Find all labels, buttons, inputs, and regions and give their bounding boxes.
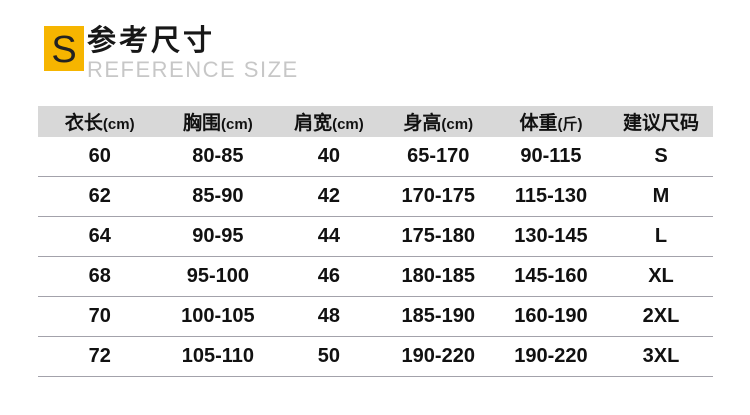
table-header-row: 衣长(cm) 胸围(cm) 肩宽(cm) 身高(cm) 体重(斤) 建议尺码 — [38, 106, 713, 137]
cell-weight: 145-160 — [514, 265, 588, 287]
cell-garment-length: 64 — [88, 225, 111, 247]
cell-height: 175-180 — [401, 225, 475, 247]
cell-shoulder: 46 — [317, 265, 341, 287]
cell-chest: 100-105 — [181, 305, 255, 327]
cell-chest: 85-90 — [192, 185, 244, 207]
cell-garment-length: 72 — [88, 345, 111, 367]
column-header-height: 身高(cm) — [403, 113, 474, 134]
table-row-size-xl: 68 95-100 46 180-185 145-160 XL — [38, 257, 713, 297]
cell-height: 170-175 — [401, 185, 475, 207]
cell-suggested-size: 3XL — [642, 345, 680, 367]
cell-chest: 105-110 — [181, 345, 255, 367]
cell-height: 190-220 — [401, 345, 475, 367]
size-badge-letter: S — [51, 28, 77, 71]
cell-suggested-size: 2XL — [642, 305, 680, 327]
cell-suggested-size: S — [654, 145, 668, 167]
cell-height: 180-185 — [401, 265, 475, 287]
cell-suggested-size: M — [652, 185, 670, 207]
cell-chest: 90-95 — [192, 225, 244, 247]
size-badge: S — [44, 26, 84, 71]
table-row-size-l: 64 90-95 44 175-180 130-145 L — [38, 217, 713, 257]
cell-chest: 80-85 — [192, 145, 244, 167]
column-header-weight: 体重(斤) — [519, 113, 583, 134]
cell-height: 185-190 — [401, 305, 475, 327]
column-header-shoulder: 肩宽(cm) — [294, 113, 364, 134]
cell-weight: 90-115 — [520, 145, 582, 167]
table-row-size-3xl: 72 105-110 50 190-220 190-220 3XL — [38, 337, 713, 377]
cell-shoulder: 42 — [317, 185, 341, 207]
cell-weight: 130-145 — [514, 225, 588, 247]
cell-garment-length: 68 — [88, 265, 111, 287]
column-header-chest: 胸围(cm) — [183, 113, 253, 134]
cell-shoulder: 44 — [317, 225, 341, 247]
cell-height: 65-170 — [407, 145, 470, 167]
column-header-suggested-size: 建议尺码 — [622, 113, 699, 134]
cell-garment-length: 60 — [88, 145, 111, 167]
cell-shoulder: 48 — [317, 305, 341, 327]
cell-shoulder: 40 — [317, 145, 341, 167]
cell-weight: 190-220 — [514, 345, 588, 367]
table-row-size-2xl: 70 100-105 48 185-190 160-190 2XL — [38, 297, 713, 337]
page-subtitle: REFERENCE SIZE — [87, 56, 299, 82]
cell-shoulder: 50 — [317, 345, 341, 367]
cell-chest: 95-100 — [186, 265, 250, 287]
cell-weight: 115-130 — [514, 185, 588, 207]
cell-garment-length: 62 — [88, 185, 111, 207]
page-title: 参考尺寸 — [87, 25, 216, 57]
cell-suggested-size: L — [654, 225, 668, 247]
page-heading: S 参考尺寸 REFERENCE SIZE — [44, 25, 299, 82]
table-row-size-m: 62 85-90 42 170-175 115-130 M — [38, 177, 713, 217]
size-table: 衣长(cm) 胸围(cm) 肩宽(cm) 身高(cm) 体重(斤) 建议尺码 6… — [38, 106, 713, 377]
column-header-garment-length: 衣长(cm) — [64, 113, 135, 134]
cell-garment-length: 70 — [88, 305, 111, 327]
table-row-size-s: 60 80-85 40 65-170 90-115 S — [38, 137, 713, 177]
heading-titles: 参考尺寸 REFERENCE SIZE — [87, 25, 299, 82]
cell-weight: 160-190 — [514, 305, 588, 327]
cell-suggested-size: XL — [648, 265, 674, 287]
